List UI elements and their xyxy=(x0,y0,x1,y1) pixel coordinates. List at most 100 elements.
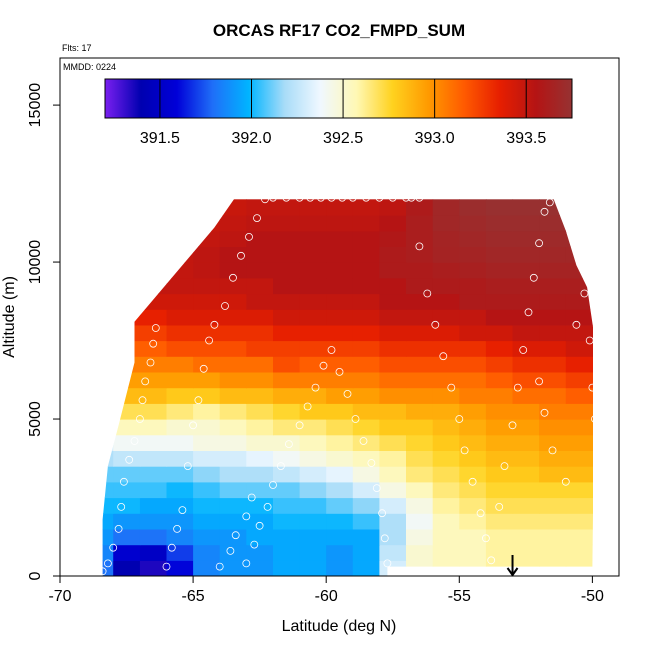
field-cell xyxy=(406,277,434,295)
field-cell xyxy=(193,434,221,451)
field-cell xyxy=(299,513,327,530)
field-cell xyxy=(512,497,540,514)
field-cell xyxy=(246,387,274,404)
field-cell xyxy=(459,434,487,451)
field-cell xyxy=(299,277,327,295)
field-cell xyxy=(219,356,247,373)
field-cell xyxy=(565,230,593,247)
observation-point xyxy=(548,446,557,455)
field-cell xyxy=(352,293,380,310)
field-cell xyxy=(219,560,247,576)
field-cell xyxy=(102,544,114,561)
field-cell xyxy=(113,277,141,295)
field-cell xyxy=(166,356,194,373)
field-cell xyxy=(166,387,194,404)
field-cell xyxy=(299,309,327,326)
field-cell xyxy=(459,387,487,404)
field-cell xyxy=(246,246,274,263)
field-cell xyxy=(193,403,221,420)
field-cell xyxy=(273,528,301,546)
field-cell xyxy=(459,356,487,373)
field-cell xyxy=(539,497,567,514)
observation-point xyxy=(468,477,477,486)
field-cell xyxy=(512,277,540,295)
field-cell xyxy=(326,560,354,576)
observation-point xyxy=(431,320,440,329)
observation-point xyxy=(199,364,208,373)
observation-point xyxy=(540,207,549,216)
observation-point xyxy=(545,198,554,207)
observation-point xyxy=(229,273,237,282)
field-cell xyxy=(299,403,327,420)
observation-point xyxy=(130,437,139,445)
field-cell xyxy=(512,356,540,373)
observation-point xyxy=(372,484,381,493)
field-cell xyxy=(379,528,407,546)
field-cell xyxy=(102,513,114,530)
x-tick-label: -60 xyxy=(315,588,338,605)
observation-point xyxy=(247,493,256,502)
x-tick-label: -70 xyxy=(48,588,71,605)
observation-point xyxy=(261,195,269,204)
field-cell xyxy=(379,419,407,436)
field-cell xyxy=(166,277,194,295)
field-cell xyxy=(326,434,354,451)
field-cell xyxy=(512,246,540,263)
observation-point xyxy=(146,358,155,367)
observation-point xyxy=(375,193,384,202)
observation-point xyxy=(415,193,424,202)
field-cell xyxy=(139,466,168,483)
field-cell xyxy=(246,293,274,310)
observation-point xyxy=(205,336,214,345)
field-cell xyxy=(246,215,274,232)
field-cell xyxy=(432,466,460,483)
field-cell xyxy=(352,497,380,514)
field-cell xyxy=(139,497,168,514)
field-cell xyxy=(565,513,593,530)
field-cell xyxy=(565,419,593,436)
field-cell xyxy=(352,340,380,357)
field-cell xyxy=(352,277,380,295)
field-cell xyxy=(166,544,194,561)
field-cell xyxy=(273,466,301,483)
field-cell xyxy=(406,199,434,216)
field-cell xyxy=(246,277,274,295)
observation-point xyxy=(311,383,320,392)
field-cell xyxy=(326,199,354,216)
field-cell xyxy=(485,434,514,451)
field-cell xyxy=(113,560,141,576)
observation-point xyxy=(367,459,376,467)
field-cell xyxy=(539,309,567,326)
observation-point xyxy=(242,559,251,568)
field-cell xyxy=(139,246,168,263)
field-cell xyxy=(166,309,194,326)
field-cell xyxy=(193,262,221,279)
observation-point xyxy=(572,320,581,329)
observation-point xyxy=(327,346,336,354)
field-cell xyxy=(246,340,274,357)
field-cell xyxy=(565,262,593,279)
field-cell xyxy=(432,356,460,373)
field-cell xyxy=(102,481,114,499)
field-cell xyxy=(299,356,327,373)
y-tick-label: 10000 xyxy=(27,240,44,285)
observation-point xyxy=(585,336,594,345)
field-cell xyxy=(326,293,354,310)
field-cell xyxy=(539,324,567,342)
field-cell xyxy=(299,387,327,404)
observation-point xyxy=(455,415,464,423)
field-cell xyxy=(539,356,567,373)
observation-point xyxy=(117,502,126,511)
field-cell xyxy=(102,277,114,295)
field-cell xyxy=(485,387,514,404)
field-cell xyxy=(219,434,247,451)
field-cell xyxy=(219,215,247,232)
field-cell xyxy=(273,434,301,451)
field-cell xyxy=(379,403,407,420)
field-cell xyxy=(459,560,487,576)
location-marker xyxy=(506,555,519,577)
field-cell xyxy=(166,466,194,483)
y-tick-label: 5000 xyxy=(27,401,44,437)
observation-point xyxy=(282,193,291,202)
field-cell xyxy=(102,340,114,357)
